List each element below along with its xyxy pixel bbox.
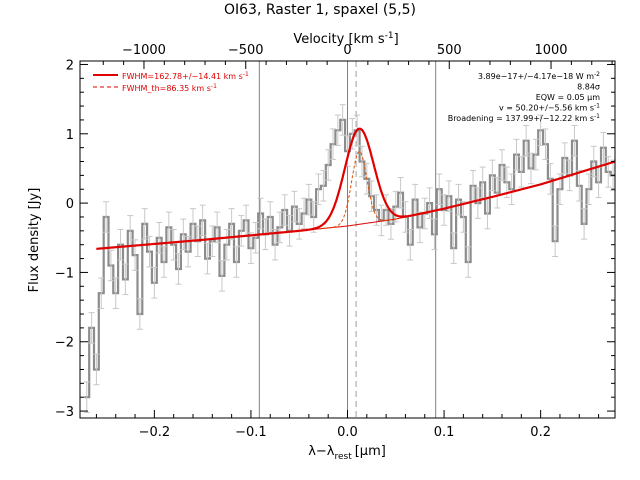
fit-annotation: EQW = 0.05 μm: [536, 93, 600, 102]
x-axis-label: λ−λrest [μm]: [308, 444, 386, 462]
x-tick-label: −0.2: [139, 425, 171, 440]
x-tick-label: 0.1: [434, 425, 455, 440]
x-tick-label: −0.1: [235, 425, 267, 440]
top-tick-label: −1000: [122, 43, 166, 58]
y-tick-label: 0: [66, 197, 74, 212]
y-tick-label: −1: [55, 266, 74, 281]
y-tick-label: −2: [55, 336, 74, 351]
legend: FWHM=162.78+/−14.41 km s-1 FWHM_th=86.35…: [93, 71, 249, 93]
reference-lines: [258, 61, 437, 418]
x-axis-ticks: −0.2 −0.1 0.0 0.1 0.2: [95, 410, 600, 440]
x-tick-label: 0.0: [337, 425, 358, 440]
legend-label-fwhm-th: FWHM_th=86.35 km s-1: [122, 83, 217, 93]
top-axis-label: Velocity [km s-1]: [293, 31, 398, 47]
fit-annotation: 8.84σ: [577, 83, 600, 92]
x-tick-label: 0.2: [530, 425, 551, 440]
top-axis-ticks: −1000 −500 0 500 1000: [102, 43, 613, 69]
data-layer: [83, 104, 617, 413]
chart-title: OI63, Raster 1, spaxel (5,5): [224, 2, 416, 18]
fit-layer: [96, 127, 616, 250]
y-tick-label: 2: [66, 58, 74, 73]
y-axis-label: Flux density [Jy]: [27, 188, 42, 293]
top-tick-label: 0: [343, 43, 351, 58]
top-tick-label: −500: [228, 43, 264, 58]
top-tick-label: 1000: [534, 43, 567, 58]
fit-annotation: v = 50.20+/−5.56 km s-1: [499, 103, 600, 113]
fit-annotation: Broadening = 137.99+/−12.22 km s-1: [448, 113, 600, 123]
y-axis-ticks: −3 −2 −1 0 1 2: [55, 58, 615, 420]
thermal-profile: [318, 150, 401, 230]
legend-label-fwhm: FWHM=162.78+/−14.41 km s-1: [122, 71, 249, 81]
top-tick-label: 500: [437, 43, 462, 58]
fit-annotation: 3.89e−17+/−4.17e−18 W m-2: [478, 71, 600, 81]
gaussian-fit: [96, 127, 616, 250]
y-tick-label: 1: [66, 128, 74, 143]
y-tick-label: −3: [55, 405, 74, 420]
